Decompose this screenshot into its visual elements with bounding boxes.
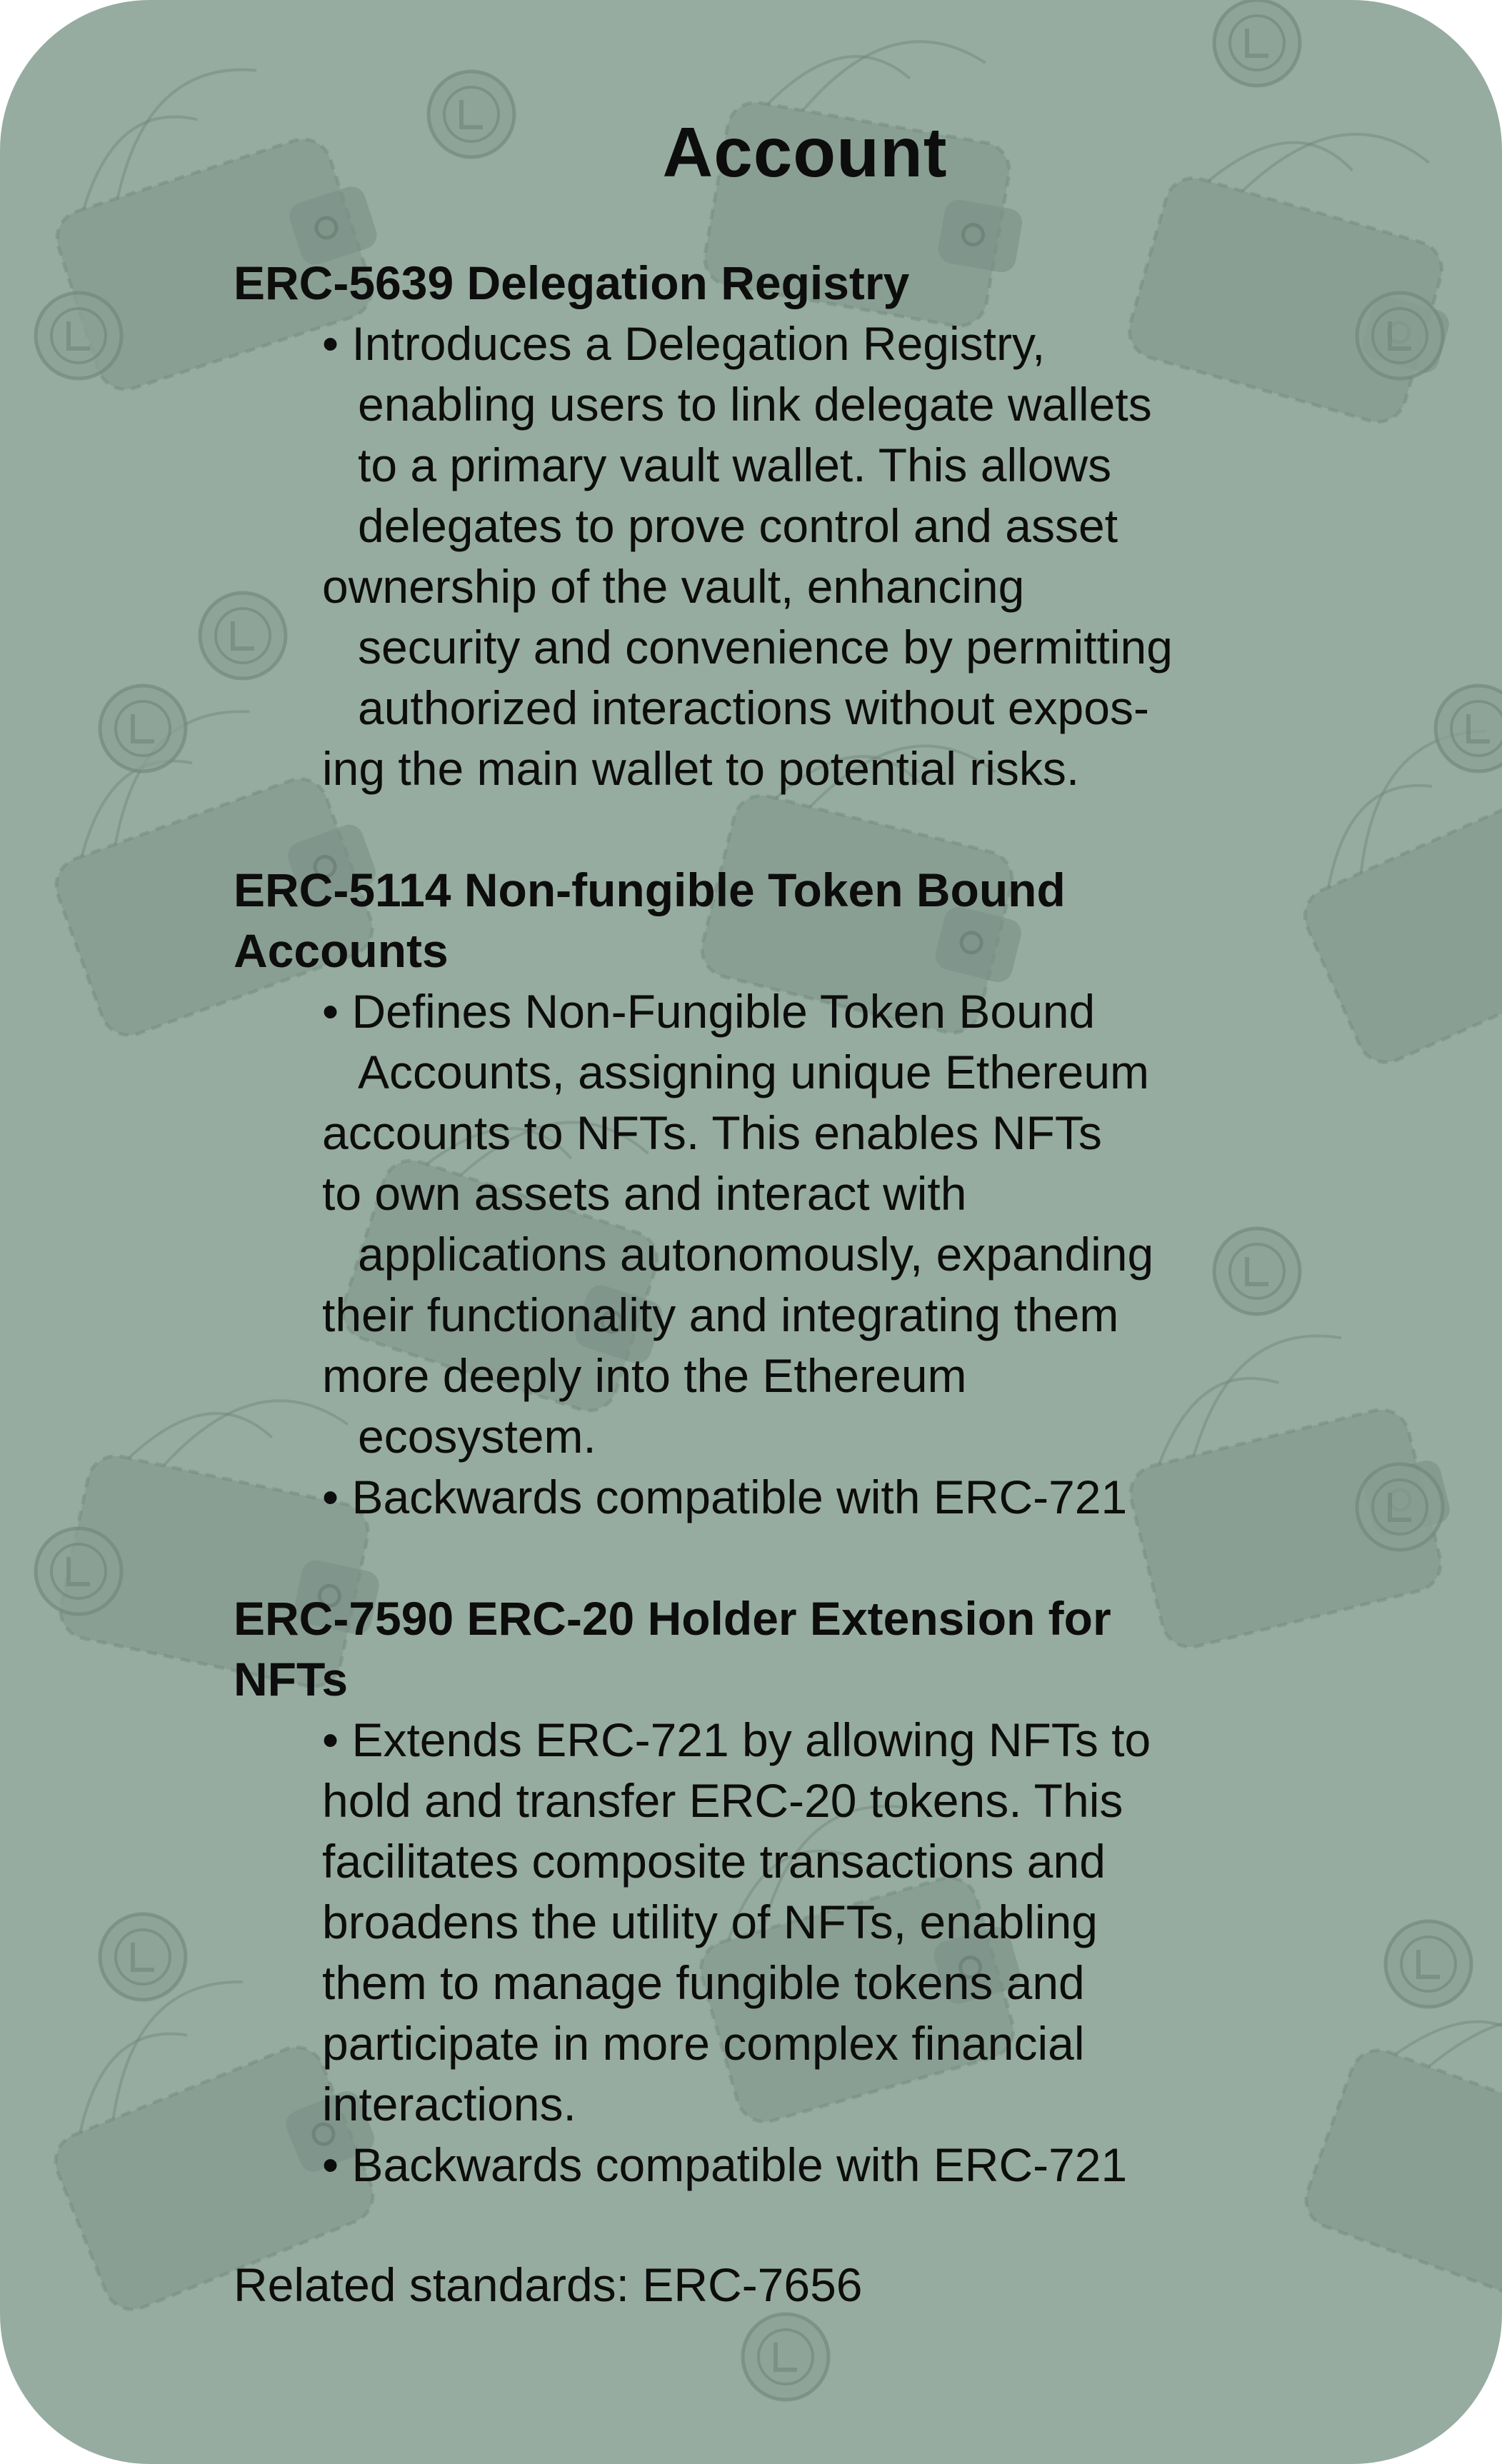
- section-heading-erc-7590: ERC-7590 ERC-20 Holder Extension for: [234, 1592, 1111, 1645]
- section-line: hold and transfer ERC-20 tokens. This: [322, 1774, 1123, 1827]
- related-standards: Related standards: ERC-7656: [234, 2258, 863, 2311]
- section-line: to a primary vault wallet. This allows: [358, 439, 1112, 491]
- section-line: ecosystem.: [358, 1410, 596, 1463]
- section-line: ing the main wallet to potential risks.: [322, 742, 1080, 795]
- section-line: participate in more complex financial: [322, 2017, 1085, 2070]
- section-line: more deeply into the Ethereum: [322, 1349, 967, 1402]
- section-line: interactions.: [322, 2078, 576, 2130]
- section-line: them to manage fungible tokens and: [322, 1956, 1085, 2009]
- section-line: ownership of the vault, enhancing: [322, 560, 1025, 613]
- section-heading-erc-5114-cont: Accounts: [234, 924, 449, 977]
- section-heading-erc-7590-cont: NFTs: [234, 1653, 349, 1706]
- section-heading-erc-5114: ERC-5114 Non-fungible Token Bound: [234, 863, 1066, 916]
- section-line: • Introduces a Delegation Registry,: [322, 317, 1046, 370]
- section-line: accounts to NFTs. This enables NFTs: [322, 1106, 1102, 1159]
- section-line: • Backwards compatible with ERC-721: [322, 1471, 1128, 1523]
- section-line: security and convenience by permitting: [358, 621, 1173, 673]
- section-line: applications autonomously, expanding: [358, 1228, 1154, 1281]
- section-line: enabling users to link delegate wallets: [358, 378, 1152, 431]
- section-line: facilitates composite transactions and: [322, 1835, 1106, 1888]
- section-line: their functionality and integrating them: [322, 1288, 1119, 1341]
- section-line: authorized interactions without expos-: [358, 681, 1149, 734]
- section-line: • Backwards compatible with ERC-721: [322, 2138, 1128, 2191]
- section-line: Accounts, assigning unique Ethereum: [358, 1046, 1150, 1098]
- card-title: Account: [662, 113, 948, 191]
- section-line: to own assets and interact with: [322, 1167, 967, 1220]
- section-line: broadens the utility of NFTs, enabling: [322, 1895, 1098, 1948]
- section-line: delegates to prove control and asset: [358, 499, 1118, 552]
- section-heading-erc-5639: ERC-5639 Delegation Registry: [234, 256, 910, 309]
- section-line: • Defines Non-Fungible Token Bound: [322, 985, 1096, 1038]
- section-line: • Extends ERC-721 by allowing NFTs to: [322, 1713, 1151, 1766]
